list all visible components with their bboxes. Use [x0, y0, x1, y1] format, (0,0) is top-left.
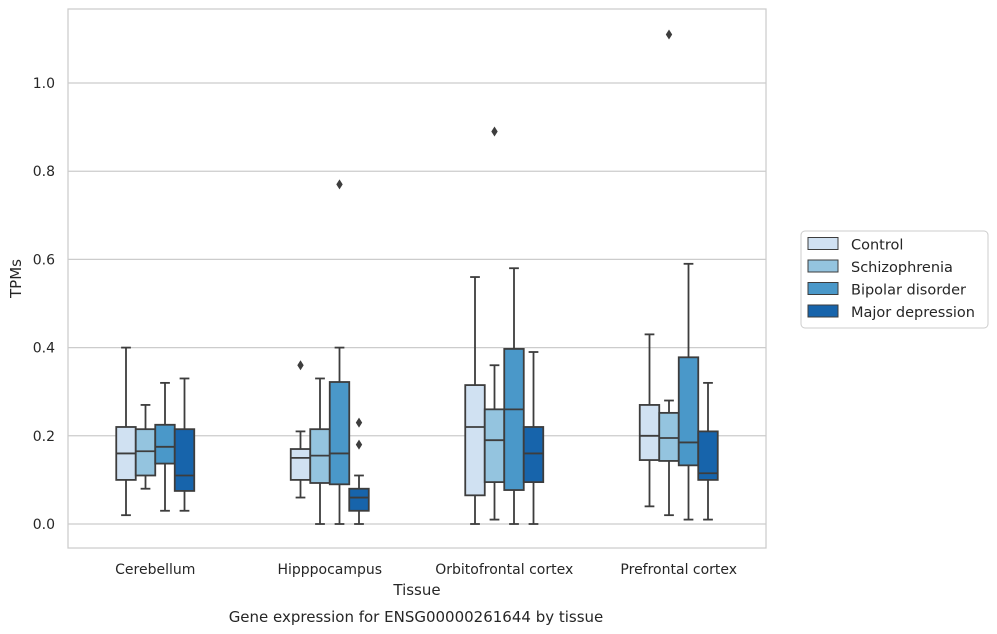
- legend-swatch: [807, 237, 839, 250]
- legend-label: Schizophrenia: [851, 260, 953, 276]
- box-body: [154, 423, 176, 465]
- box: [348, 417, 370, 525]
- x-axis-label: Tissue: [392, 581, 440, 599]
- box-body: [503, 348, 525, 491]
- box: [464, 276, 486, 525]
- boxes: [115, 29, 719, 525]
- box: [658, 29, 680, 517]
- box-body: [289, 448, 312, 481]
- outlier-point: [297, 360, 304, 371]
- box: [289, 360, 312, 499]
- legend-label: Bipolar disorder: [851, 283, 966, 299]
- y-tick-label: 0.0: [33, 517, 55, 533]
- y-tick-label: 0.4: [33, 341, 55, 357]
- box: [154, 381, 176, 512]
- y-tick-label: 0.6: [33, 252, 55, 268]
- x-tick-label: Cerebellum: [115, 562, 195, 578]
- box-body: [464, 384, 486, 497]
- legend-swatch: [807, 282, 839, 295]
- box: [173, 377, 196, 512]
- box: [115, 346, 137, 517]
- box: [328, 179, 351, 525]
- box-body: [697, 430, 719, 481]
- legend: Control Schizophrenia Bipolar disorder Majo…: [800, 230, 989, 329]
- box: [677, 262, 700, 521]
- legend-swatch: [807, 259, 839, 273]
- outlier-point: [491, 126, 498, 137]
- box: [697, 381, 719, 521]
- outlier-point: [336, 179, 343, 190]
- outlier-point: [355, 439, 363, 450]
- box: [522, 351, 545, 525]
- box-body: [173, 428, 196, 492]
- y-tick-label: 0.2: [33, 429, 55, 445]
- x-tick-label: Hipppocampus: [277, 562, 382, 578]
- x-tick-label: Prefrontal cortex: [620, 562, 737, 578]
- box-body: [638, 404, 661, 461]
- chart-caption: Gene expression for ENSG00000261644 by t…: [229, 608, 604, 626]
- tick-labels: 0.0 0.2 0.4 0.6 0.8 1.0 Cerebellum Hipppocampus…: [33, 76, 737, 578]
- box: [503, 267, 525, 525]
- plot-area: [67, 8, 767, 549]
- legend-label: Control: [851, 238, 903, 254]
- y-tick-label: 0.8: [33, 164, 55, 180]
- box-body: [483, 408, 506, 484]
- y-tick-label: 1.0: [33, 76, 55, 92]
- outlier-point: [355, 417, 363, 428]
- box-body: [348, 487, 370, 512]
- box: [483, 126, 506, 521]
- box: [638, 333, 661, 508]
- y-axis-label: TPMs: [7, 259, 25, 299]
- x-tick-label: Orbitofrontal cortex: [435, 562, 573, 578]
- outlier-point: [665, 29, 673, 40]
- box-body: [677, 356, 700, 467]
- box-body: [134, 428, 157, 477]
- legend-label: Major depression: [851, 305, 975, 321]
- box-body: [522, 426, 545, 484]
- box: [309, 377, 331, 525]
- box-body: [658, 411, 680, 462]
- legend-frame: [800, 230, 989, 329]
- legend-swatch: [807, 304, 839, 318]
- box: [134, 404, 157, 490]
- box-body: [328, 381, 351, 486]
